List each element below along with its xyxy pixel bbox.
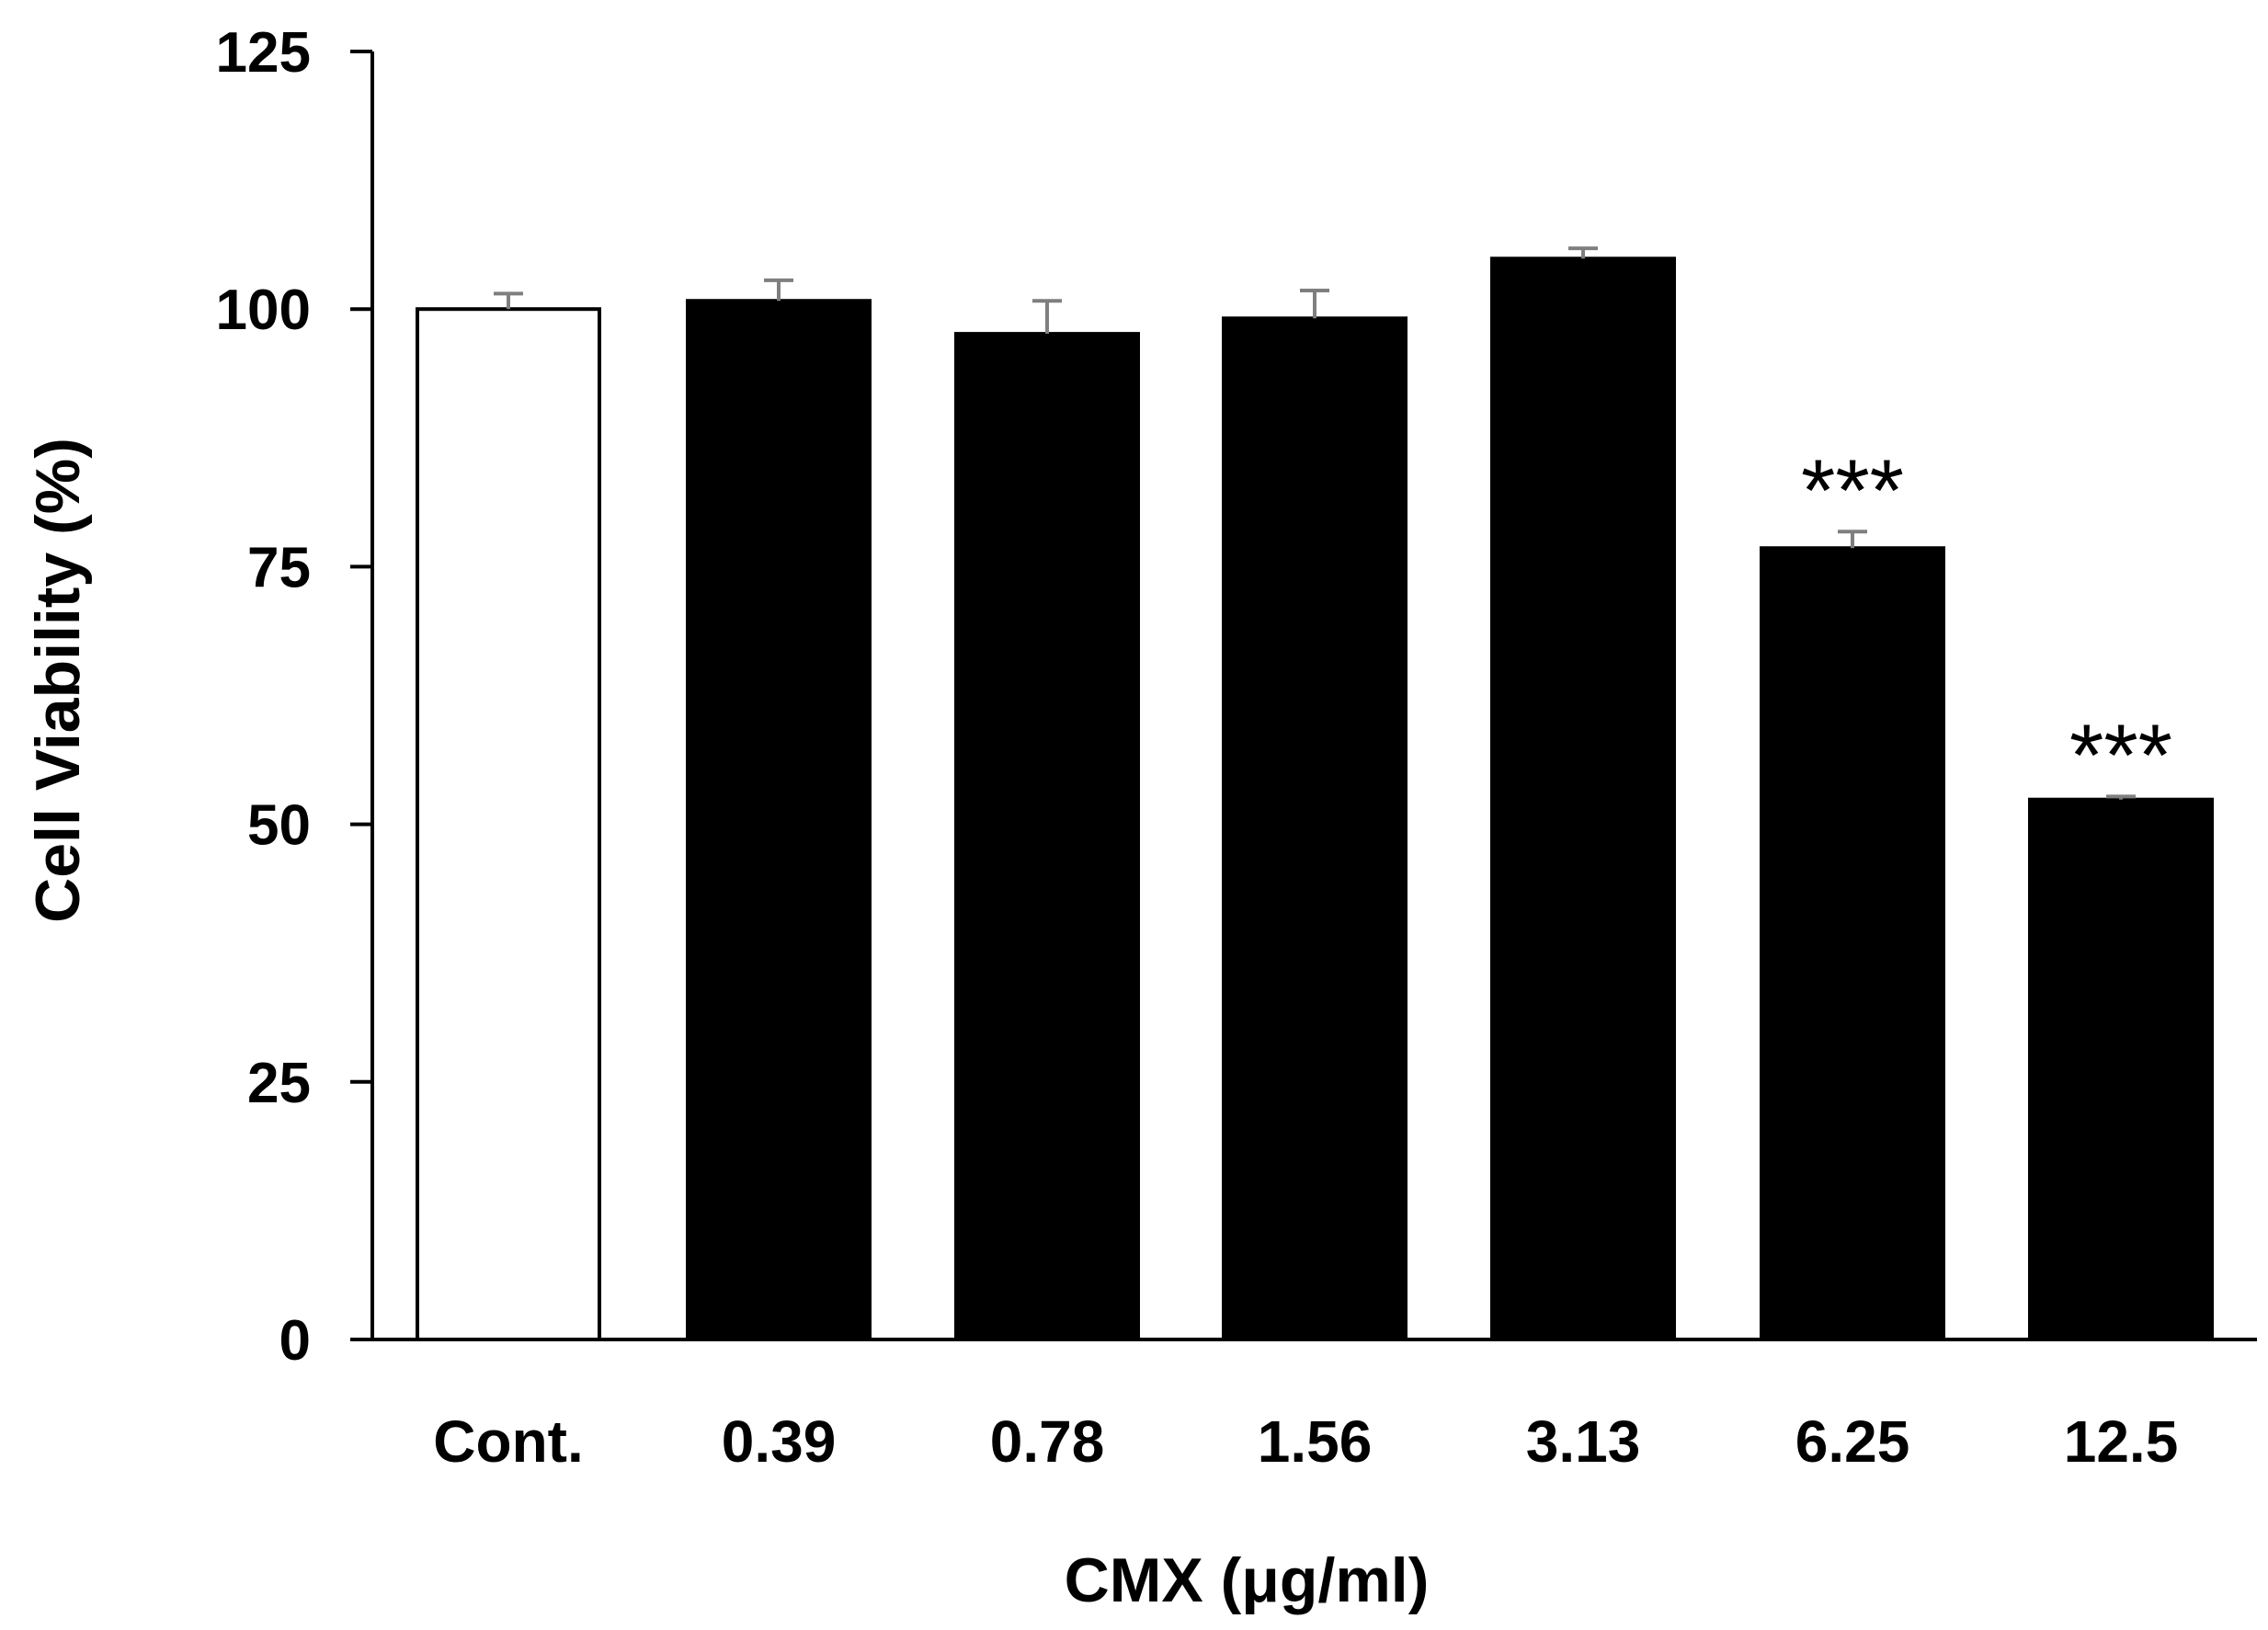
significance-marker-6.25: *** <box>1801 441 1904 540</box>
bar-12.5 <box>2028 797 2214 1341</box>
y-tick-label-75: 75 <box>247 536 311 599</box>
x-tick-label-3.13: 3.13 <box>1526 1408 1641 1475</box>
bar-6.25 <box>1760 546 1945 1341</box>
error-bar-0.78 <box>1032 299 1062 335</box>
x-tick-label-1.56: 1.56 <box>1258 1408 1373 1475</box>
x-tick-label-6.25: 6.25 <box>1795 1408 1910 1475</box>
x-tick-label-0.78: 0.78 <box>990 1408 1105 1475</box>
y-tick-label-125: 125 <box>216 21 311 85</box>
error-bar-12.5 <box>2106 794 2136 800</box>
y-tick-label-50: 50 <box>247 794 311 858</box>
y-tick-label-25: 25 <box>247 1052 311 1115</box>
bar-3.13 <box>1490 256 1676 1342</box>
y-tick-label-100: 100 <box>216 279 311 342</box>
x-axis-title: CMX (μg/ml) <box>1065 1545 1430 1615</box>
error-bar-1.56 <box>1300 289 1329 319</box>
bar-0.39 <box>686 299 872 1341</box>
bar-Cont. <box>416 307 601 1342</box>
significance-marker-12.5: *** <box>2069 706 2172 804</box>
error-bars-layer <box>494 246 2136 800</box>
x-tick-label-0.39: 0.39 <box>722 1408 837 1475</box>
error-bar-3.13 <box>1568 246 1598 259</box>
x-tick-label-12.5: 12.5 <box>2064 1408 2179 1475</box>
x-tick-label-Cont.: Cont. <box>433 1408 584 1475</box>
error-bar-0.39 <box>764 278 793 302</box>
y-tick-label-0: 0 <box>279 1309 311 1373</box>
bar-0.78 <box>954 332 1140 1341</box>
error-bar-6.25 <box>1838 530 1867 549</box>
bar-1.56 <box>1222 316 1408 1341</box>
bars-layer <box>416 256 2214 1342</box>
axes-layer <box>350 50 2257 1341</box>
y-axis-title: Cell Viability (%) <box>23 438 93 923</box>
error-bar-Cont. <box>494 291 523 310</box>
labels-layer: 0 25 50 75 100 125 Cont. 0.39 0.78 1.56 3.13 6.25 12… <box>216 21 2179 1475</box>
